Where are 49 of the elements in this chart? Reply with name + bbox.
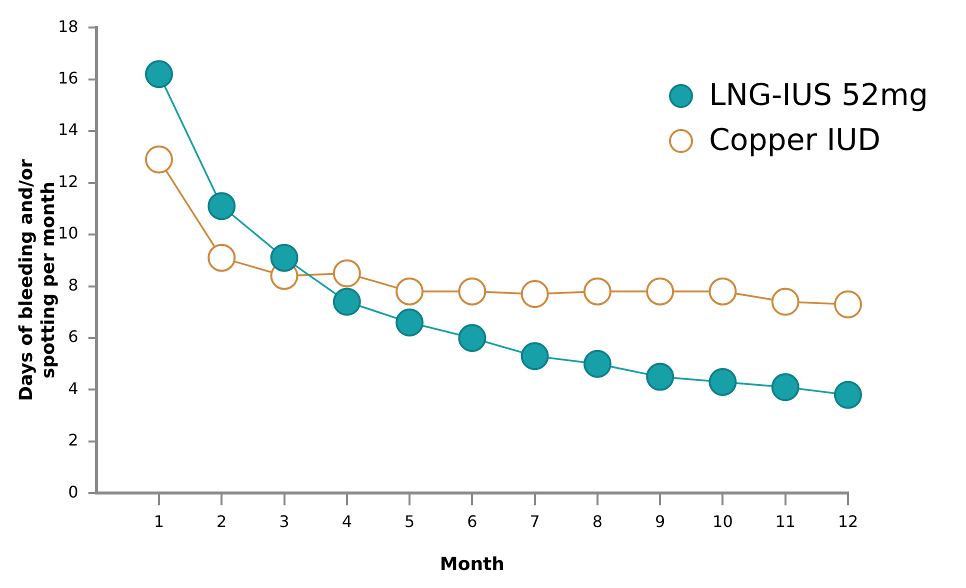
point	[332, 259, 361, 288]
x-tick-label: 9	[654, 512, 666, 531]
point	[646, 362, 674, 391]
point	[834, 380, 862, 409]
point	[332, 288, 361, 316]
y-tick-label: 12	[58, 172, 78, 191]
x-tick-label: 1	[154, 512, 164, 531]
y-axis-title: Days of bleeding and/or spotting per month	[16, 158, 60, 403]
x-tick-label: 7	[530, 512, 540, 531]
x-tick-label: 10	[712, 512, 733, 531]
y-tick-label: 14	[58, 120, 78, 140]
legend-label: LNG-IUS 52mg	[708, 78, 928, 113]
y-tick-label: 4	[68, 378, 78, 398]
point	[583, 277, 612, 306]
x-tick-label: 6	[467, 512, 478, 531]
y-tick-label: 16	[58, 68, 78, 88]
x-tick-label: 3	[279, 512, 290, 531]
x-tick-label: 12	[838, 512, 858, 531]
y-tick-label: 0	[68, 482, 78, 502]
point	[583, 350, 612, 378]
point	[208, 192, 236, 220]
point	[144, 146, 173, 174]
point	[396, 277, 424, 306]
y-tick-label: 10	[58, 224, 78, 243]
x-tick-label: 5	[404, 512, 415, 531]
x-tick-label: 8	[592, 512, 603, 531]
point	[208, 244, 236, 272]
y-tick-label: 18	[58, 16, 78, 36]
point	[144, 60, 173, 88]
point	[771, 373, 800, 402]
y-tick-label: 6	[68, 327, 78, 346]
point	[771, 288, 800, 316]
point	[520, 342, 549, 370]
x-tick-label: 11	[775, 512, 796, 531]
y-tick-label: 2	[68, 430, 78, 450]
x-tick-label: 4	[342, 512, 352, 531]
point	[270, 244, 298, 272]
point	[708, 368, 737, 396]
x-tick-label: 2	[216, 512, 227, 531]
point	[520, 280, 549, 308]
point	[458, 277, 486, 306]
point	[458, 324, 486, 352]
point	[834, 290, 862, 318]
y-tick-label: 8	[68, 275, 78, 294]
legend-label: Copper IUD	[708, 123, 881, 158]
x-axis-title: Month	[440, 554, 504, 575]
point	[396, 308, 424, 336]
point	[646, 277, 674, 306]
point	[708, 277, 737, 306]
